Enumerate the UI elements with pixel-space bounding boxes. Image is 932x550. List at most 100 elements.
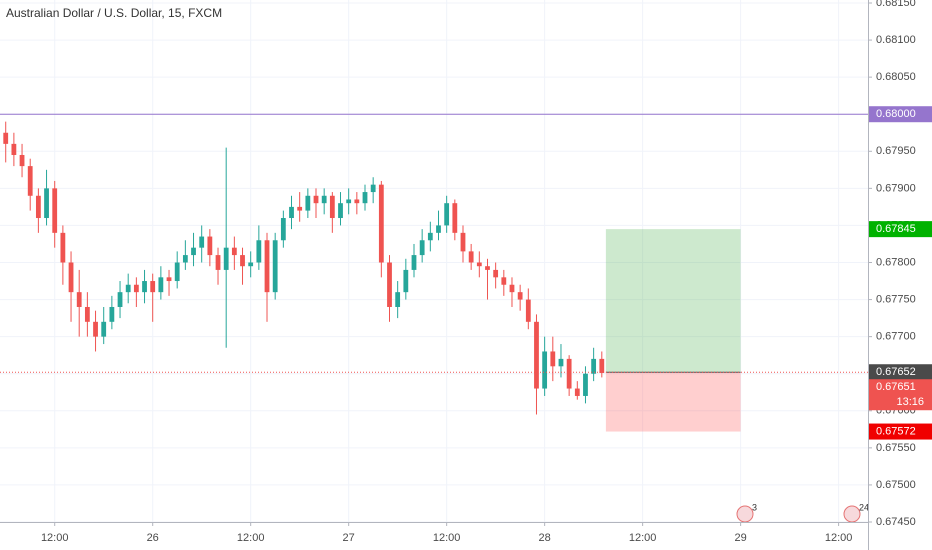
candle-body [574, 388, 580, 396]
candle-body [493, 269, 499, 278]
candle-body [346, 199, 352, 204]
target-zone [605, 229, 741, 373]
candle-body [534, 321, 539, 389]
candles [3, 121, 605, 415]
candle-body [117, 292, 123, 307]
candle-body [566, 358, 572, 389]
candle-body [289, 206, 294, 219]
candle-body [280, 218, 286, 241]
candle-body [370, 184, 376, 193]
candle-body [223, 247, 229, 270]
candle-body [215, 255, 221, 270]
x-tick-label: 12:00 [41, 532, 69, 544]
candle-body [60, 232, 66, 263]
candle-body [264, 240, 270, 293]
candle-body [476, 262, 482, 267]
y-tick-label: 0.67900 [876, 182, 916, 194]
countdown-box [869, 394, 932, 411]
candle-body [297, 206, 303, 211]
stop-label: 0.67572 [876, 425, 916, 437]
candle-body [419, 240, 425, 256]
candle-body [44, 188, 49, 219]
current-price-label-box [869, 364, 932, 381]
last-price-label: 0.67651 [876, 381, 916, 393]
event-count: 24 [859, 502, 869, 512]
x-tick-label: 27 [343, 532, 355, 544]
x-tick-label: 26 [147, 532, 159, 544]
y-tick-label: 0.68100 [876, 34, 916, 46]
last-price-label-box [869, 379, 932, 396]
x-tick-label: 12:00 [825, 532, 853, 544]
candle-body [395, 292, 401, 307]
y-tick-label: 0.67700 [876, 331, 916, 343]
candle-body [240, 255, 245, 267]
candle-body [403, 269, 409, 293]
y-tick-label: 0.67500 [876, 479, 916, 491]
candle-body [166, 277, 172, 282]
candle-body [427, 232, 433, 241]
candle-body [182, 255, 188, 263]
candle-body [52, 188, 58, 233]
candle-body [468, 251, 474, 263]
event-icon [736, 505, 754, 523]
candle-body [191, 247, 196, 256]
candle-body [133, 284, 139, 293]
axes: 0.674500.675000.675500.676000.676500.677… [41, 0, 932, 544]
candle-body [321, 195, 327, 204]
candle-body [436, 225, 441, 233]
y-tick-label: 0.67950 [876, 145, 916, 157]
candle-body [11, 143, 17, 155]
x-tick-label: 12:00 [433, 532, 461, 544]
candle-body [460, 232, 466, 252]
y-tick-label: 0.67750 [876, 293, 916, 305]
candle-body [501, 277, 507, 285]
candle-body [525, 299, 531, 322]
candle-body [452, 203, 458, 233]
candle-body [68, 262, 74, 293]
candle-body [591, 358, 597, 374]
x-tick-label: 29 [734, 532, 746, 544]
candle-body [93, 321, 98, 337]
candle-body [150, 281, 156, 293]
y-tick-label: 0.67450 [876, 516, 916, 528]
candle-body [35, 195, 41, 219]
stop-zone [605, 372, 741, 432]
y-tick-label: 0.68150 [876, 0, 916, 9]
candle-body [207, 236, 213, 256]
y-tick-label: 0.67550 [876, 442, 916, 454]
current-price-label: 0.67652 [876, 366, 916, 378]
candle-body [411, 255, 417, 270]
candle-body [199, 236, 205, 248]
target-label: 0.67845 [876, 223, 916, 235]
y-tick-label: 0.67800 [876, 256, 916, 268]
candle-body [3, 132, 9, 144]
candle-body [76, 292, 82, 307]
candle-body [558, 358, 564, 367]
x-tick-label: 12:00 [237, 532, 265, 544]
candle-body [378, 184, 384, 263]
position-tool [605, 229, 741, 432]
candle-body [256, 240, 262, 263]
candle-body [444, 203, 450, 226]
candle-body [583, 373, 588, 396]
candle-body [231, 247, 237, 256]
candle-body [509, 284, 515, 293]
candle-body [517, 292, 523, 300]
candle-body [550, 351, 556, 367]
candle-body [158, 277, 164, 293]
chart-title: Australian Dollar / U.S. Dollar, 15, FXC… [6, 6, 222, 20]
candle-body [272, 240, 278, 293]
event-count: 3 [752, 502, 757, 512]
candle-body [174, 262, 180, 282]
candle-body [387, 262, 392, 307]
candle-body [329, 195, 335, 219]
x-tick-label: 28 [539, 532, 551, 544]
event-icon [843, 505, 861, 523]
candle-body [142, 281, 147, 293]
candle-body [27, 166, 33, 196]
candle-body [305, 195, 311, 211]
candle-body [125, 284, 131, 293]
